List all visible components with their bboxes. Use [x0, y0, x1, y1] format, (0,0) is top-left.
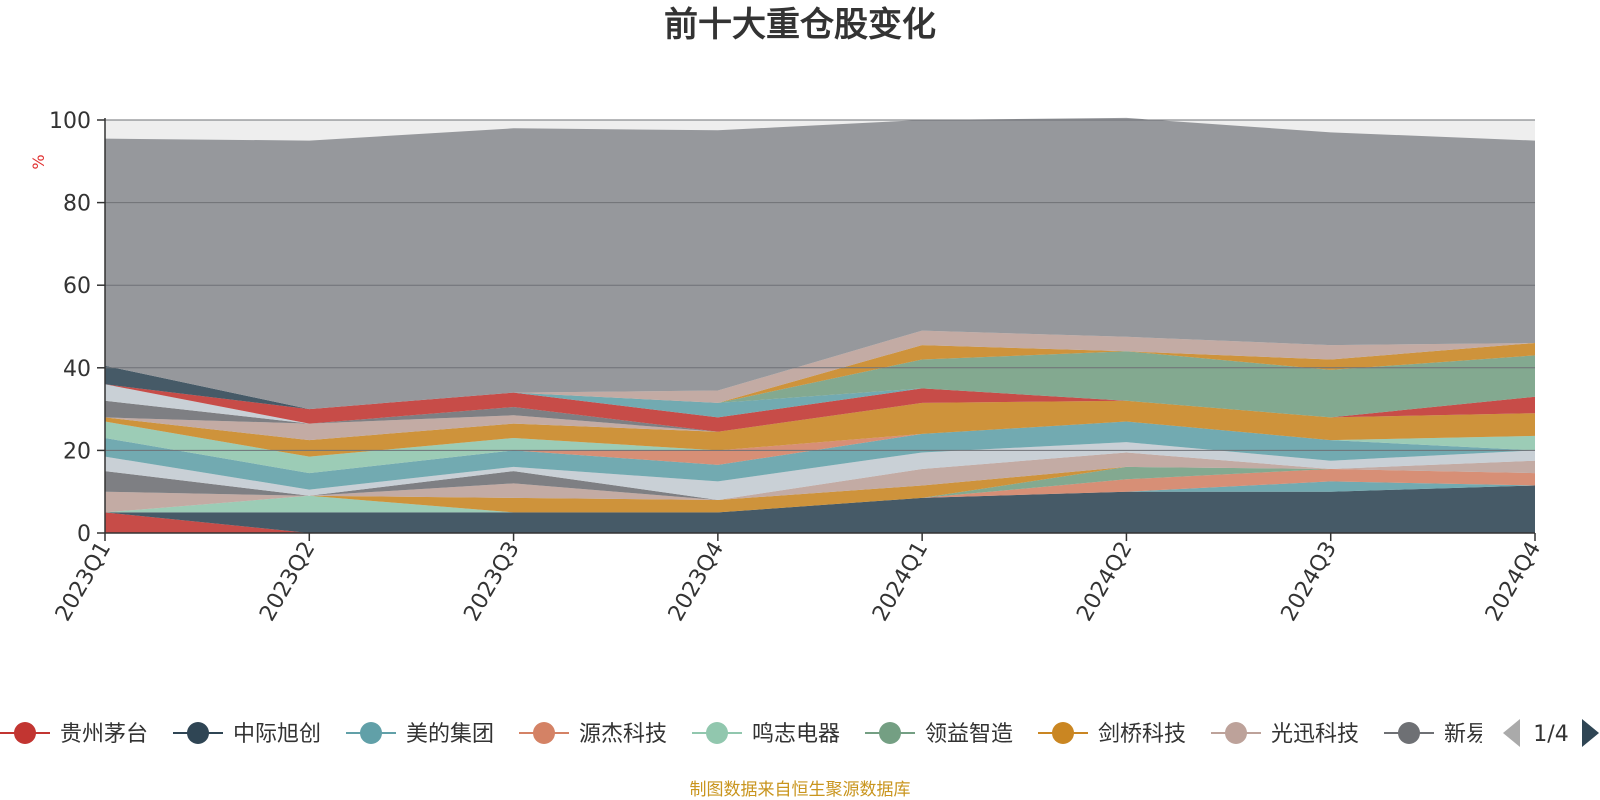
y-tick-label: 20: [63, 439, 91, 464]
x-tick-label: 2024Q1: [868, 538, 933, 626]
legend-dot-marker: [879, 722, 901, 744]
legend-dot-marker: [1052, 722, 1074, 744]
area-series-15: [105, 400, 1535, 457]
gridlines: [105, 119, 1535, 451]
legend: 贵州茅台 中际旭创 美的集团 源杰科技 鸣志电器 领益智造 剑桥科技 光迅科技 新易盛: [0, 722, 1510, 747]
x-tick-label: 2023Q1: [51, 538, 116, 626]
chart-title: 前十大重仓股变化: [664, 5, 936, 45]
area-series-23: [105, 330, 1535, 410]
legend-dot-marker: [1225, 722, 1247, 744]
legend-dot-marker: [706, 722, 728, 744]
x-tick-label: 2023Q2: [255, 538, 320, 626]
y-tick-label: 60: [63, 274, 91, 299]
area-series-2: [105, 485, 1535, 533]
legend-page-indicator: 1/4: [1533, 722, 1568, 747]
area-series-22: [105, 343, 1535, 410]
area-series-5: [105, 469, 1535, 513]
x-tick-label: 2024Q4: [1481, 538, 1546, 626]
legend-item[interactable]: 剑桥科技: [1038, 722, 1186, 747]
legend-label: 领益智造: [925, 722, 1013, 747]
area-series-1: [105, 512, 1535, 533]
legend-pager: 1/4: [1503, 719, 1599, 747]
area-series-group: [105, 117, 1535, 533]
area-series-16: [105, 400, 1535, 441]
y-axis-unit-label: %: [29, 154, 48, 169]
legend-label: 新易盛: [1444, 722, 1510, 747]
y-tick-label: 100: [49, 109, 91, 134]
x-tick-label: 2023Q3: [459, 538, 524, 626]
legend-item[interactable]: 贵州茅台: [0, 722, 148, 747]
legend-dot-marker: [533, 722, 555, 744]
area-series-4: [105, 469, 1535, 513]
x-tick-label: 2023Q4: [664, 538, 729, 626]
x-tick-label: 2024Q3: [1277, 538, 1342, 626]
area-series-11: [105, 442, 1535, 500]
legend-label: 中际旭创: [233, 722, 321, 747]
legend-item[interactable]: 美的集团: [346, 722, 494, 747]
legend-prev-page-icon[interactable]: [1503, 719, 1520, 747]
area-series-20: [105, 384, 1535, 418]
legend-item[interactable]: 源杰科技: [519, 722, 667, 747]
legend-next-page-icon[interactable]: [1582, 719, 1599, 747]
legend-label: 剑桥科技: [1098, 722, 1186, 747]
area-series-25: [105, 117, 1535, 410]
x-tick-label: 2024Q2: [1072, 538, 1137, 626]
area-series-12: [105, 421, 1535, 490]
legend-label: 贵州茅台: [60, 722, 148, 747]
legend-dot-marker: [14, 722, 36, 744]
y-tick-label: 40: [63, 357, 91, 382]
legend-item[interactable]: 新易盛: [1384, 722, 1510, 747]
y-tick-label: 0: [77, 522, 91, 547]
legend-label: 光迅科技: [1271, 722, 1359, 747]
legend-dot-marker: [360, 722, 382, 744]
area-series-3: [105, 481, 1535, 513]
legend-label: 美的集团: [406, 722, 494, 747]
legend-item[interactable]: 中际旭创: [173, 722, 321, 747]
area-series-24: [105, 330, 1535, 410]
plot-area: 0 20 40 60 80 100 2023Q1 2023Q2 2023Q3 2023Q4 2024…: [49, 109, 1546, 626]
legend-dot-marker: [1398, 722, 1420, 744]
area-series-13: [105, 421, 1535, 474]
legend-item[interactable]: 领益智造: [865, 722, 1013, 747]
legend-label: 源杰科技: [579, 722, 667, 747]
legend-item[interactable]: 鸣志电器: [692, 722, 840, 747]
y-tick-label: 80: [63, 192, 91, 217]
legend-label: 鸣志电器: [752, 722, 840, 747]
area-series-19: [105, 384, 1535, 432]
data-source-note: 制图数据来自恒生聚源数据库: [690, 780, 911, 800]
legend-item[interactable]: 光迅科技: [1211, 722, 1359, 747]
area-series-7: [105, 466, 1535, 513]
legend-dot-marker: [187, 722, 209, 744]
